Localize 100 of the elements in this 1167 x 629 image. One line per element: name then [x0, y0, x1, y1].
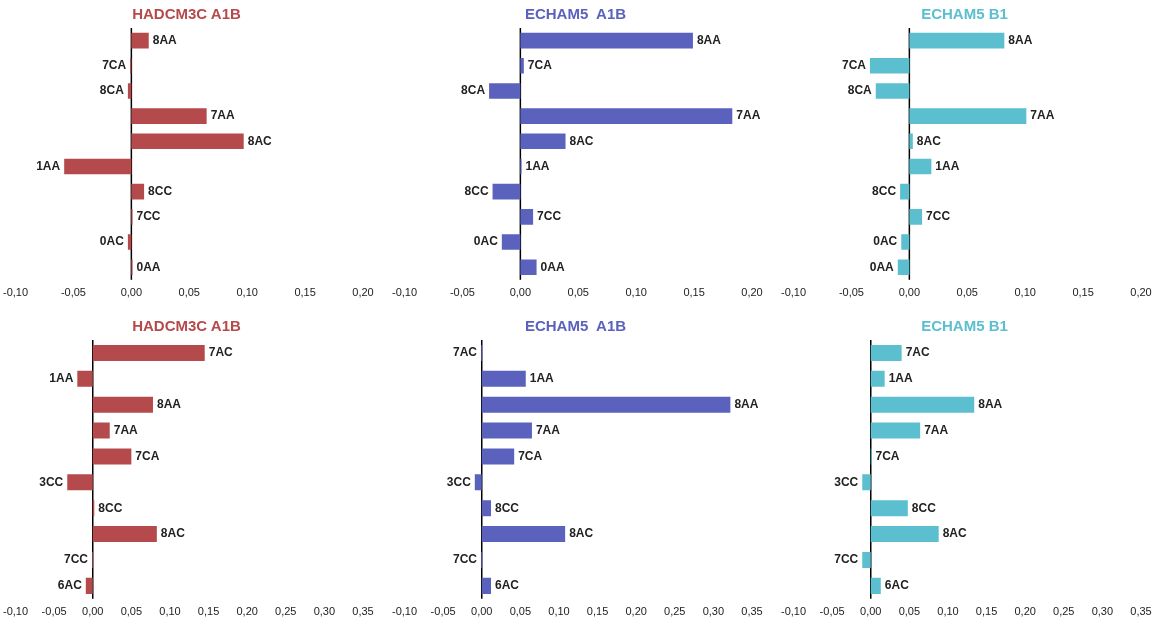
- chart-title: ECHAM5 A1B: [524, 317, 627, 335]
- x-tick-label: 0,25: [664, 605, 686, 618]
- y-tick-label: 8AA: [156, 397, 182, 412]
- bar: [870, 577, 881, 594]
- bar: [869, 57, 910, 74]
- bar: [131, 133, 244, 150]
- bar: [92, 448, 132, 465]
- bar: [870, 370, 885, 387]
- x-tick-label: -0,10: [781, 286, 807, 299]
- bar: [900, 183, 910, 200]
- x-tick-label: 0,25: [1053, 605, 1075, 618]
- bar: [909, 209, 923, 225]
- x-tick-label: 0,00: [82, 605, 104, 618]
- x-tick-label: -0,05: [449, 286, 475, 299]
- x-tick-label: 0,25: [275, 605, 297, 618]
- x-tick-label: 0,10: [159, 605, 181, 618]
- x-tick-label: -0,05: [60, 286, 86, 299]
- bar: [131, 32, 149, 49]
- y-tick-label: 6AC: [57, 578, 83, 593]
- x-tick-label: 0,10: [625, 286, 647, 299]
- x-tick-label: 0,00: [120, 286, 143, 299]
- bar: [520, 108, 733, 124]
- x-tick-label: 0,00: [509, 286, 532, 299]
- y-tick-label: 0AA: [869, 259, 895, 274]
- category-label: 0AA: [540, 259, 565, 274]
- y-tick-label: 8CC: [872, 183, 897, 198]
- x-tick-label: 0,10: [937, 605, 959, 618]
- y-tick-label: 7AC: [452, 345, 478, 360]
- y-tick-label: 7CC: [452, 552, 478, 567]
- bar: [909, 32, 1005, 49]
- bar: [870, 526, 939, 543]
- y-tick-label: 7CA: [841, 58, 867, 73]
- x-tick-label: 0,10: [548, 605, 570, 618]
- x-tick-label: -0,10: [392, 286, 418, 299]
- y-tick-label: 6AC: [884, 578, 910, 593]
- y-tick-label: 3CC: [39, 474, 64, 489]
- bar: [481, 577, 492, 594]
- x-tick-label: 0,30: [313, 605, 336, 618]
- bar: [901, 234, 910, 250]
- bar: [520, 259, 537, 276]
- y-tick-label: 0AA: [136, 259, 161, 274]
- bar: [85, 577, 93, 594]
- bar: [481, 396, 731, 413]
- category-label: 8AC: [569, 133, 594, 148]
- x-tick-label: 0,15: [197, 605, 220, 618]
- x-tick-label: -0,10: [3, 286, 29, 299]
- x-tick-label: 0,35: [1130, 605, 1152, 618]
- bar: [862, 551, 871, 568]
- y-tick-label: 3CC: [446, 474, 472, 489]
- bar: [64, 158, 132, 175]
- x-tick-label: 0,05: [898, 605, 921, 618]
- bar: [870, 344, 902, 361]
- x-tick-label: 0,15: [294, 286, 316, 299]
- y-tick-label: 7CC: [926, 209, 951, 224]
- bar: [909, 158, 932, 175]
- y-tick-label: 7CC: [136, 209, 161, 224]
- x-tick-label: 0,20: [236, 605, 258, 618]
- category-label: 0AC: [473, 234, 498, 249]
- bar: [862, 474, 871, 491]
- x-tick-label: 0,20: [352, 286, 374, 299]
- bar: [501, 234, 521, 250]
- bar: [489, 83, 521, 99]
- x-tick-label: 0,30: [1091, 605, 1114, 618]
- bar: [870, 500, 908, 517]
- bar: [520, 133, 566, 150]
- x-tick-label: 0,05: [567, 286, 589, 299]
- bar: [481, 370, 526, 387]
- y-tick-label: 7CA: [875, 448, 900, 463]
- x-tick-label: 0,10: [236, 286, 258, 299]
- y-tick-label: 7CC: [834, 552, 859, 567]
- bar: [131, 108, 207, 124]
- bar: [909, 108, 1027, 124]
- bar: [481, 448, 515, 465]
- y-tick-label: 7AC: [208, 345, 234, 360]
- bar: [481, 526, 566, 543]
- bar: [875, 83, 910, 99]
- bar: [520, 57, 524, 74]
- y-tick-label: 8AC: [160, 526, 186, 541]
- bar: [67, 474, 93, 491]
- y-tick-label: 7AC: [905, 345, 930, 360]
- category-label: 7AA: [736, 108, 761, 123]
- y-tick-label: 6AC: [495, 578, 520, 593]
- x-tick-label: -0,05: [430, 605, 456, 618]
- bar: [520, 32, 693, 49]
- x-tick-label: 0,20: [741, 286, 763, 299]
- bar: [474, 474, 482, 491]
- y-tick-label: 8CA: [99, 83, 125, 98]
- category-label: 8AA: [696, 32, 721, 47]
- x-tick-label: 0,00: [860, 605, 882, 618]
- bar: [92, 526, 157, 543]
- x-tick-label: 0,20: [1014, 605, 1036, 618]
- chart-title: ECHAM5 A1B: [524, 5, 627, 23]
- y-tick-label: 7AA: [924, 422, 949, 437]
- x-tick-label: 0,20: [625, 605, 647, 618]
- category-label: 8CC: [464, 183, 489, 198]
- x-tick-label: 0,15: [586, 605, 609, 618]
- bar: [92, 422, 110, 439]
- bar: [92, 344, 205, 361]
- x-tick-label: 0,20: [1130, 286, 1152, 299]
- bar: [870, 422, 921, 439]
